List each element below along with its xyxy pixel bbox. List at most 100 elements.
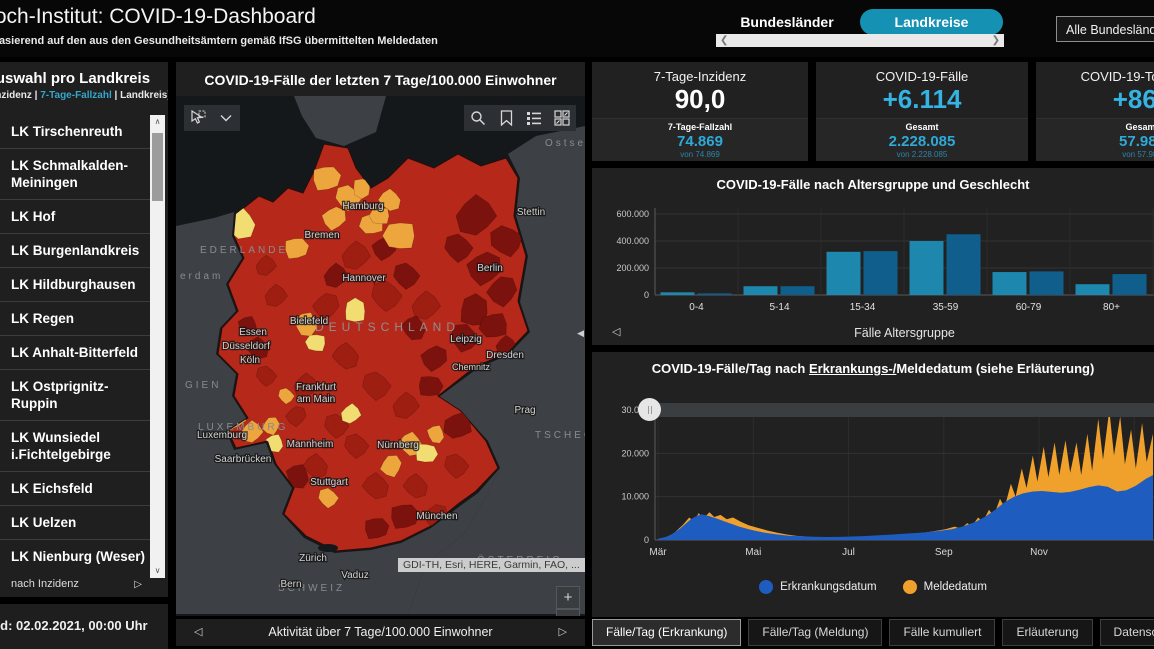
legend-item[interactable]: Erkrankungsdatum xyxy=(759,580,877,594)
legend-item[interactable]: Meldedatum xyxy=(902,580,987,594)
stat-card-sub-label: Gesamt xyxy=(1125,122,1154,132)
stat-card-sub-caption: von 57.981 xyxy=(1122,150,1154,159)
time-slider-track[interactable] xyxy=(655,403,1154,417)
stat-card-sub-caption: von 2.228.085 xyxy=(896,150,948,159)
list-scrollbar[interactable]: ∧ ∨ xyxy=(150,115,165,578)
panel-collapse-icon[interactable]: ◁ xyxy=(612,326,621,338)
sidebar-item-landkreis[interactable]: LK Uelzen xyxy=(0,506,150,540)
map-region-label: GIEN xyxy=(185,380,221,391)
map-city-label: Saarbrücken xyxy=(215,454,272,465)
bar-35-59-Serie 2[interactable] xyxy=(946,234,981,295)
stand-panel: Stand: 02.02.2021, 00:00 Uhr xyxy=(0,604,168,649)
bottom-tab-bar: Fälle/Tag (Erkrankung) Fälle/Tag (Meldung… xyxy=(592,619,1154,646)
tab-strip-scrollbar[interactable]: ❮ ❯ xyxy=(716,34,1004,47)
germany-incidence-map[interactable]: Ostsee EDERLANDE erdam DEUTSCHLAND GIEN LUXEM… xyxy=(176,96,585,616)
stat-card-todesfaelle: COVID-19-Todesfälle+861 Gesamt57.981von 5… xyxy=(1036,62,1154,161)
bundesland-select[interactable]: Alle Bundesländer xyxy=(1056,16,1154,42)
bottom-tab[interactable]: Datenschutz & Impressum xyxy=(1099,619,1154,646)
map-city-label: Stettin xyxy=(517,207,545,218)
prev-view-icon[interactable]: ◁ xyxy=(194,626,203,638)
age-gender-chart-panel: COVID-19-Fälle nach Altersgruppe und Ges… xyxy=(592,168,1154,345)
map-zoom-in-button[interactable]: + xyxy=(556,586,580,609)
timeline-legend: Erkrankungsdatum Meldedatum xyxy=(592,580,1154,594)
bottom-tab[interactable]: Erläuterung xyxy=(1002,619,1093,646)
map-city-label: am Main xyxy=(297,394,335,405)
time-slider-handle[interactable] xyxy=(638,398,661,421)
sidebar-item-landkreis[interactable]: LK Regen xyxy=(0,302,150,336)
sidebar-item-landkreis[interactable]: LK Hof xyxy=(0,200,150,234)
erkrankungs-link[interactable]: Erkrankungs-/ xyxy=(808,361,897,376)
timeline-x-tick: Mai xyxy=(745,547,761,558)
legend-dot-icon xyxy=(902,580,917,594)
sidebar-item-landkreis[interactable]: LK Tirschenreuth xyxy=(0,115,150,149)
sidebar-item-landkreis[interactable]: LK Schmalkalden-Meiningen xyxy=(0,149,150,200)
sidebar-item-landkreis[interactable]: LK Anhalt-Bitterfeld xyxy=(0,336,150,370)
footer-next-icon[interactable]: ▷ xyxy=(134,579,142,590)
data-stand-timestamp: Stand: 02.02.2021, 00:00 Uhr xyxy=(0,618,148,633)
map-city-label: München xyxy=(416,511,457,522)
landkreis-list-panel: Auswahl pro Landkreis (nach Inzidenz | 7… xyxy=(0,62,168,597)
legend-label: Erkrankungsdatum xyxy=(780,581,877,593)
basemap-grid-icon[interactable] xyxy=(548,105,576,131)
age-gender-bar-chart[interactable]: 0 200.000 400.000 600.000 0-4 5-14 15-34 35-59 6… xyxy=(592,168,1154,345)
bottom-tab[interactable]: Fälle/Tag (Erkrankung) xyxy=(592,619,742,646)
bar-35-59-Serie 1[interactable] xyxy=(909,241,944,295)
sidebar-item-landkreis[interactable]: LK Nienburg (Weser) xyxy=(0,540,150,570)
map-panel: COVID-19-Fälle der letzten 7 Tage/100.00… xyxy=(176,62,585,616)
stat-card-subsection: Gesamt57.981von 57.981 xyxy=(1036,118,1154,161)
stat-card-sub-caption: von 74.869 xyxy=(680,150,720,159)
chevron-down-icon[interactable] xyxy=(212,105,240,131)
age-x-tick: 15-34 xyxy=(850,302,876,313)
map-city-label: Chemnitz xyxy=(452,362,491,372)
age-x-tick: 80+ xyxy=(1103,302,1120,313)
scroll-left-icon[interactable]: ❮ xyxy=(720,35,729,46)
bar-60-79-Serie 1[interactable] xyxy=(992,272,1027,295)
cases-per-day-area-chart[interactable]: 0 10.000 20.000 30.000 Mär Mai Jul Sep Nov xyxy=(592,352,1154,617)
age-y-tick: 0 xyxy=(644,290,649,300)
sidebar-item-landkreis[interactable]: LK Eichsfeld xyxy=(0,472,150,506)
sort-7-tage-fallzahl-link[interactable]: 7-Tage-Fallzahl xyxy=(40,90,112,101)
bar-5-14-Serie 1[interactable] xyxy=(743,286,778,295)
bookmark-icon[interactable] xyxy=(492,105,520,131)
bar-0-4-Serie 2[interactable] xyxy=(697,293,732,295)
stat-card-sub-value: 57.981 xyxy=(1119,133,1154,150)
search-icon[interactable] xyxy=(464,105,492,131)
bar-80+-Serie 2[interactable] xyxy=(1112,274,1147,295)
bar-5-14-Serie 2[interactable] xyxy=(780,286,815,295)
tab-landkreise[interactable]: Landkreise xyxy=(860,9,1003,35)
scroll-down-icon[interactable]: ∨ xyxy=(154,566,161,575)
scroll-right-icon[interactable]: ❯ xyxy=(991,35,1000,46)
page-subtitle: Basierend auf den aus den Gesundheitsämt… xyxy=(0,35,438,47)
bar-60-79-Serie 2[interactable] xyxy=(1029,271,1064,295)
bottom-tab[interactable]: Fälle/Tag (Meldung) xyxy=(748,619,883,646)
stat-card-faelle: COVID-19-Fälle +6.114 Gesamt 2.228.085 von 2… xyxy=(816,62,1028,161)
map-attribution[interactable]: GDI-TH, Esri, HERE, Garmin, FAO, ... xyxy=(398,558,585,572)
bottom-tab[interactable]: Fälle kumuliert xyxy=(889,619,996,646)
map-region-label: Ostsee xyxy=(545,138,585,149)
map-zoom-out-button[interactable]: − xyxy=(556,609,580,616)
select-tool-icon[interactable] xyxy=(184,105,212,131)
sidebar-title: Auswahl pro Landkreis xyxy=(0,70,151,87)
legend-dot-icon xyxy=(759,580,774,594)
scrollbar-thumb[interactable] xyxy=(152,133,163,201)
sidebar-item-landkreis[interactable]: LK Hildburghausen xyxy=(0,268,150,302)
stat-card-title: COVID-19-Todesfälle xyxy=(1080,69,1154,84)
scroll-up-icon[interactable]: ∧ xyxy=(154,117,161,126)
panel-collapse-icon[interactable]: ◀ xyxy=(577,328,584,338)
next-view-icon[interactable]: ▷ xyxy=(558,626,567,638)
bar-15-34-Serie 1[interactable] xyxy=(826,251,861,295)
bar-0-4-Serie 1[interactable] xyxy=(660,292,695,295)
bar-80+-Serie 1[interactable] xyxy=(1075,284,1110,295)
stat-card-sub-label: Gesamt xyxy=(905,122,939,132)
bar-15-34-Serie 2[interactable] xyxy=(863,251,898,295)
sidebar-item-landkreis[interactable]: LK Wunsiedel i.Fichtelgebirge xyxy=(0,421,150,472)
map-city-label: Hamburg xyxy=(342,201,383,212)
sidebar-item-landkreis[interactable]: LK Ostprignitz-Ruppin xyxy=(0,370,150,421)
tab-bundeslaender[interactable]: Bundesländer xyxy=(740,14,834,30)
legend-list-icon[interactable] xyxy=(520,105,548,131)
sidebar-item-landkreis[interactable]: LK Burgenlandkreis xyxy=(0,234,150,268)
page-title: Robert Koch-Institut: COVID-19-Dashboard xyxy=(0,5,316,28)
timeline-y-tick: 10.000 xyxy=(621,492,649,502)
timeline-x-tick: Sep xyxy=(935,547,953,558)
age-x-tick: 60-79 xyxy=(1016,302,1042,313)
